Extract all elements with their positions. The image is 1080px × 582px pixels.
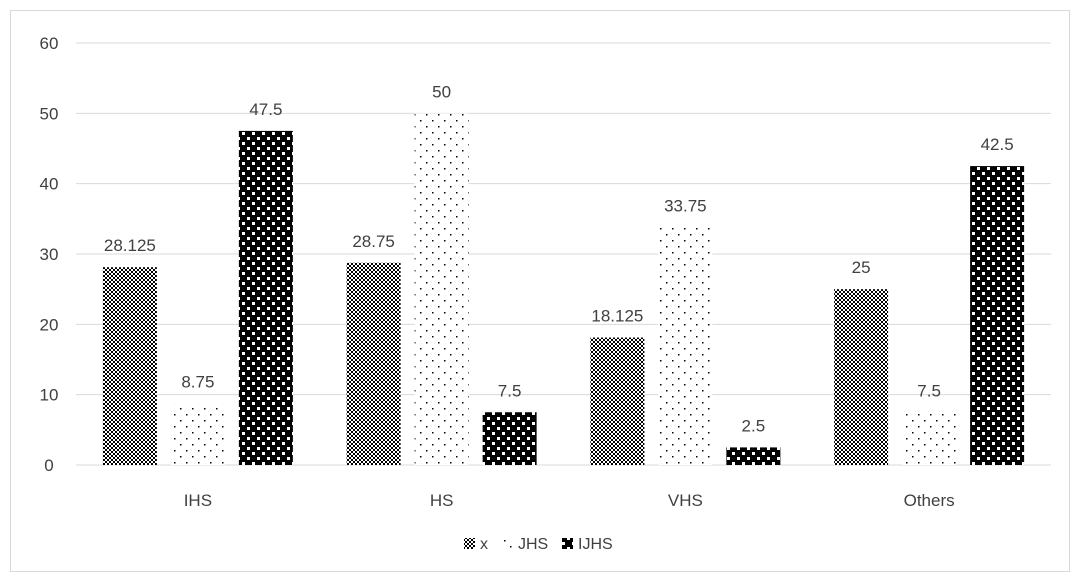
x-category-label: IHS	[184, 491, 212, 510]
y-tick-label: 0	[44, 456, 53, 475]
bar-jhs-hs	[414, 113, 469, 465]
legend-label-x: x	[480, 536, 488, 553]
bar-ijhs-others	[970, 166, 1025, 466]
bars	[102, 113, 1025, 466]
y-axis-tick-labels: 0 10 20 30 40 50 60	[40, 34, 59, 475]
legend-label-ijhs: IJHS	[578, 536, 613, 553]
x-axis-category-labels: IHS HS VHS Others	[184, 491, 955, 510]
legend-swatch-jhs	[502, 538, 513, 549]
bar-ijhs-hs	[482, 412, 537, 465]
legend-label-jhs: JHS	[518, 536, 548, 553]
data-label: 7.5	[917, 381, 941, 400]
data-label: 42.5	[981, 135, 1014, 154]
bar-ijhs-ihs	[238, 130, 293, 465]
bar-x-ihs	[102, 267, 157, 465]
data-label: 47.5	[249, 100, 282, 119]
data-label: 2.5	[742, 416, 766, 435]
x-category-label: VHS	[668, 491, 703, 510]
bar-jhs-vhs	[658, 227, 713, 465]
data-label: 7.5	[498, 381, 522, 400]
data-labels: 28.125 8.75 47.5 28.75 50 7.5 18.125 33.75 2.5 25…	[104, 82, 1014, 435]
y-tick-label: 20	[40, 315, 59, 334]
data-label: 28.125	[104, 236, 156, 255]
x-category-label: HS	[430, 491, 454, 510]
gridlines	[76, 42, 1051, 466]
bar-jhs-others	[902, 412, 957, 465]
data-label: 8.75	[181, 372, 214, 391]
data-label: 18.125	[591, 307, 643, 326]
data-label: 50	[432, 82, 451, 101]
y-tick-label: 10	[40, 386, 59, 405]
data-label: 25	[852, 258, 871, 277]
legend: x JHS IJHS	[464, 536, 613, 553]
y-tick-label: 60	[40, 34, 59, 53]
bar-x-hs	[346, 262, 401, 465]
legend-swatch-ijhs	[562, 538, 573, 549]
legend-swatch-x	[464, 538, 475, 549]
y-tick-label: 50	[40, 104, 59, 123]
chart-frame: 0 10 20 30 40 50 60 28.125 8.75 47.5 28.75 50 7.5 18…	[10, 10, 1070, 572]
data-label: 33.75	[664, 197, 707, 216]
x-category-label: Others	[904, 491, 955, 510]
y-tick-label: 40	[40, 175, 59, 194]
bar-ijhs-vhs	[726, 447, 781, 465]
bar-chart: 0 10 20 30 40 50 60 28.125 8.75 47.5 28.75 50 7.5 18…	[40, 34, 1051, 553]
bar-x-others	[834, 289, 889, 465]
bar-jhs-ihs	[170, 403, 225, 465]
bar-x-vhs	[590, 337, 645, 465]
y-tick-label: 30	[40, 245, 59, 264]
data-label: 28.75	[352, 232, 395, 251]
